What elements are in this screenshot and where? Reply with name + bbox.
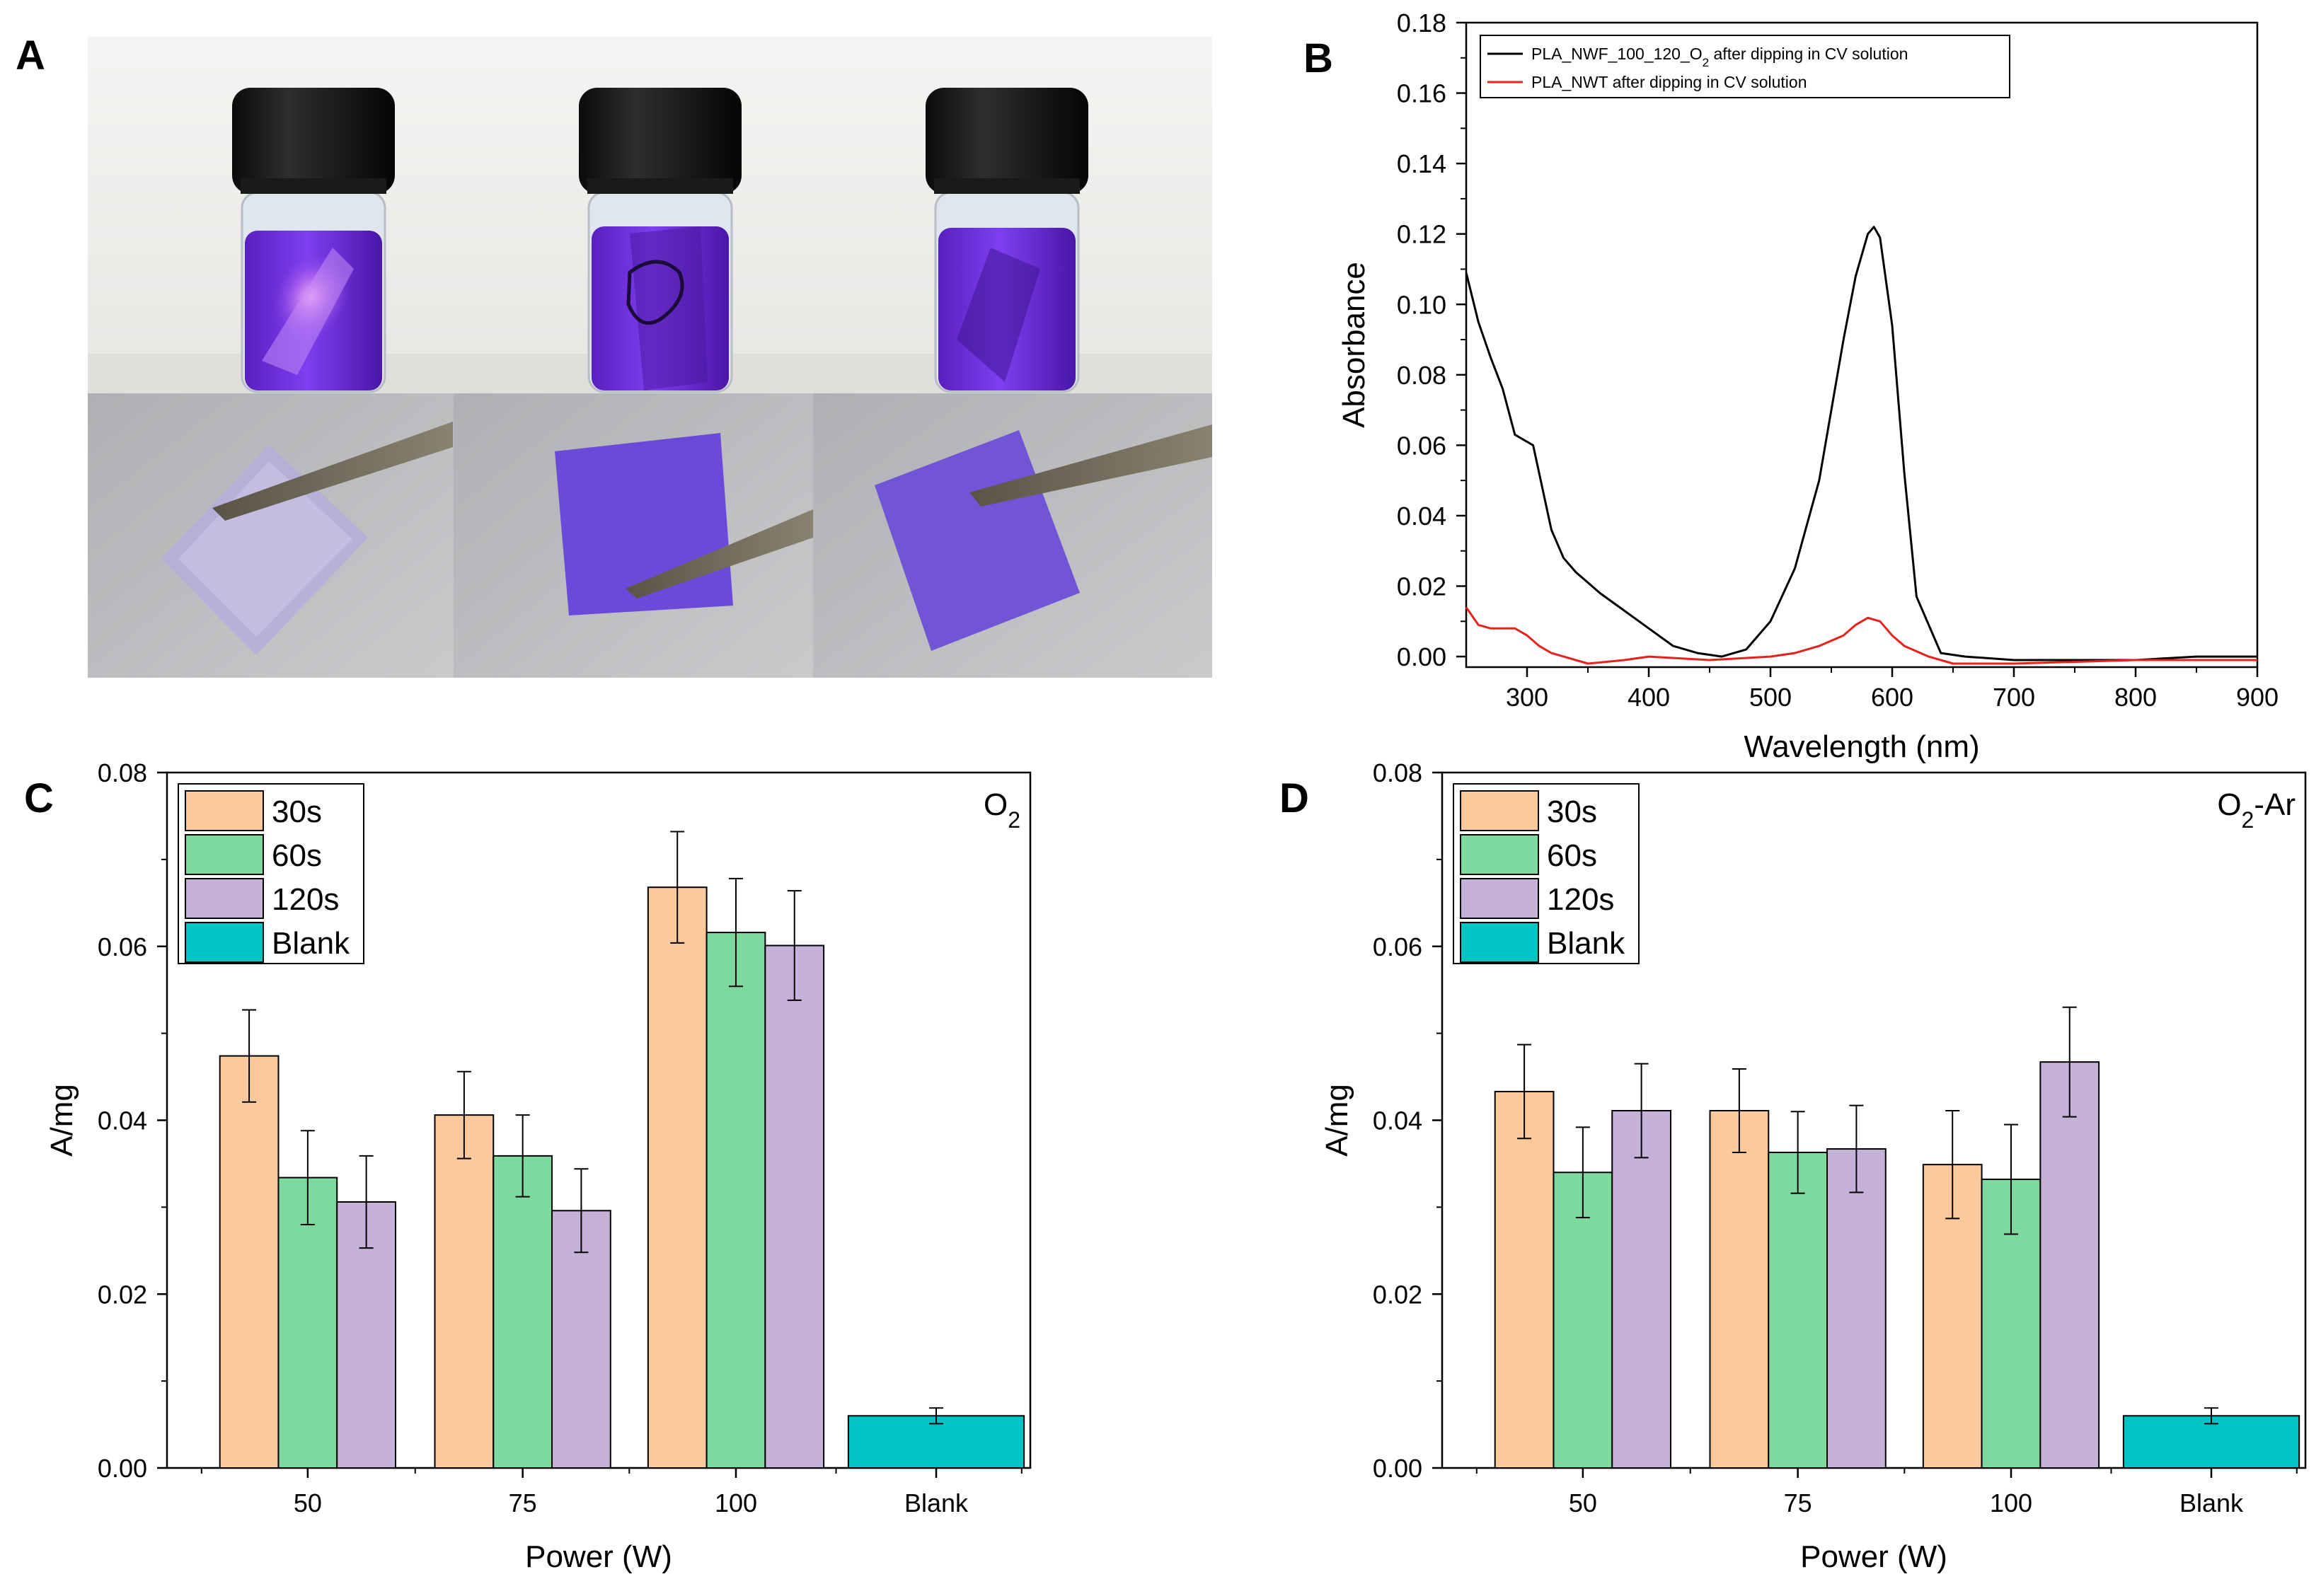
bar-30s-75 [434,1114,495,1469]
x-tick-label: 100 [1990,1488,2032,1517]
x-tick-label: 900 [2236,683,2279,712]
legend-swatch-30s [185,790,264,831]
legend-swatch-120s [1460,878,1539,919]
bar-120s-75 [551,1210,611,1469]
y-tick-label: 0.06 [1397,431,1446,460]
panel-label-c: C [24,775,54,821]
series-line-1 [1465,606,2257,665]
bar-chart-o2: 0.00 0.02 0.04 0.06 0.08 50 75 100 Blank Power (W… [45,758,1032,1574]
series-line-0 [1465,226,2257,661]
y-tick-label: 0.18 [1397,8,1446,37]
bar-120s-50 [1611,1109,1672,1469]
legend-label-blank: Blank [1547,926,1625,961]
legend-label-30s: 30s [272,794,322,829]
bar-120s-100 [764,944,825,1469]
x-tick-label: 100 [715,1488,757,1517]
y-tick-label: 0.02 [1373,1280,1422,1309]
legend-swatch-blank [1460,922,1539,963]
bar-120s-75 [1826,1148,1887,1469]
bar-chart-o2-ar: 0.00 0.02 0.04 0.06 0.08 50 75 100 Blank Power (W… [1320,758,2307,1574]
y-tick-label: 0.16 [1397,79,1446,108]
legend-label-120s: 120s [272,882,339,917]
bar-blank-blank [2122,1415,2300,1469]
legend-box [1480,35,2010,98]
panel-label-a: A [16,33,45,79]
y-tick-label: 0.04 [1397,502,1446,531]
bar-120s-100 [2039,1061,2100,1469]
gas-annotation: O2-Ar [2217,787,2296,833]
plot-frame [1465,21,2259,669]
x-tick-label: 600 [1871,683,1913,712]
y-tick-label: 0.02 [1397,572,1446,601]
gas-annotation: O2 [984,787,1020,833]
x-axis-label: Wavelength (nm) [1744,729,1979,764]
legend-label-60s: 60s [1547,838,1597,873]
x-tick-label: Blank [904,1488,969,1517]
panel-label-d: D [1279,775,1309,821]
x-axis-label: Power (W) [525,1539,672,1574]
y-tick-label: 0.06 [98,932,147,961]
bar-30s-50 [219,1055,280,1469]
y-tick-label: 0.00 [1397,642,1446,671]
y-axis-label: Absorbance [1337,262,1371,428]
bar-60s-50 [277,1176,338,1469]
vial-photograph [88,37,1212,678]
y-tick-label: 0.02 [98,1280,147,1309]
x-tick-label: 75 [1784,1488,1812,1517]
x-tick-label: 700 [1993,683,2035,712]
y-axis-label: A/mg [1320,1084,1354,1157]
x-tick-label: 500 [1749,683,1792,712]
legend-swatch-30s [1460,790,1539,831]
y-axis-label: A/mg [45,1084,79,1157]
bar-60s-100 [705,932,766,1469]
bar-60s-75 [1768,1151,1828,1469]
y-tick-label: 0.08 [1373,758,1422,787]
x-axis-label: Power (W) [1800,1539,1947,1574]
bar-30s-75 [1709,1109,1770,1469]
legend-label-30s: 30s [1547,794,1597,829]
legend-label-120s: 120s [1547,882,1614,917]
y-tick-label: 0.08 [98,758,147,787]
y-tick-label: 0.10 [1397,290,1446,319]
y-tick-label: 0.04 [98,1106,147,1135]
y-tick-label: 0.12 [1397,220,1446,249]
x-tick-label: Blank [2179,1488,2244,1517]
x-tick-label: 800 [2114,683,2157,712]
absorbance-chart: 300 400 500 600 700 800 900 0.00 0.02 0.04 0.06 0.0… [1337,8,2279,764]
legend-swatch-blank [185,922,264,963]
legend-label-blank: Blank [272,926,350,961]
bar-blank-blank [847,1415,1025,1469]
panel-label-b: B [1303,35,1333,81]
y-tick-label: 0.00 [1373,1454,1422,1483]
y-tick-label: 0.04 [1373,1106,1422,1135]
x-tick-label: 300 [1506,683,1548,712]
legend-label-1: PLA_NWT after dipping in CV solution [1531,73,1807,91]
legend-swatch-120s [185,878,264,919]
y-tick-label: 0.14 [1397,149,1446,178]
x-tick-label: 50 [1569,1488,1597,1517]
legend-label-60s: 60s [272,838,322,873]
bar-60s-75 [493,1155,553,1469]
x-tick-label: 400 [1628,683,1670,712]
bar-30s-100 [647,886,708,1469]
legend-swatch-60s [185,834,264,875]
legend-label-0: PLA_NWF_100_120_O2 after dipping in CV s… [1531,45,1908,69]
y-tick-label: 0.06 [1373,932,1422,961]
vial-3 [926,88,1088,393]
bar-30s-50 [1494,1090,1555,1469]
y-tick-label: 0.00 [98,1454,147,1483]
vial-2 [579,88,742,393]
vial-1 [232,88,395,393]
y-tick-label: 0.08 [1397,361,1446,390]
x-tick-label: 75 [509,1488,537,1517]
x-tick-label: 50 [294,1488,322,1517]
legend-swatch-60s [1460,834,1539,875]
